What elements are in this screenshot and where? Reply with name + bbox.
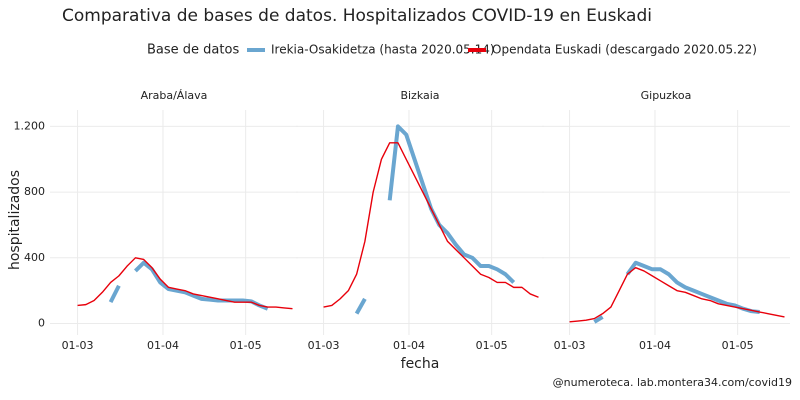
x-tick-label: 01-03 bbox=[308, 339, 340, 352]
panel-title: Araba/Álava bbox=[141, 89, 208, 102]
y-tick-label: 400 bbox=[24, 251, 45, 264]
y-tick-label: 800 bbox=[24, 185, 45, 198]
caption: @numeroteca. lab.montera34.com/covid19 bbox=[553, 376, 792, 389]
x-tick-label: 01-05 bbox=[230, 339, 262, 352]
x-axis-title: fecha bbox=[401, 356, 440, 372]
series-line bbox=[593, 260, 760, 324]
y-axis-title: hospitalizados bbox=[7, 170, 23, 270]
x-tick-label: 01-04 bbox=[393, 339, 425, 352]
legend-label: Irekia-Osakidetza (hasta 2020.05.14) bbox=[271, 43, 495, 57]
panel-title: Gipuzkoa bbox=[641, 89, 692, 102]
y-tick-label: 1.200 bbox=[14, 119, 46, 132]
x-tick-label: 01-03 bbox=[554, 339, 586, 352]
x-tick-label: 01-05 bbox=[722, 339, 754, 352]
legend-title: Base de datos bbox=[147, 43, 239, 58]
series-line bbox=[354, 124, 516, 315]
panel-title: Bizkaia bbox=[400, 89, 439, 102]
chart-title: Comparativa de bases de datos. Hospitali… bbox=[62, 6, 652, 26]
series-line bbox=[77, 257, 293, 310]
series-line bbox=[323, 142, 539, 308]
y-tick-label: 0 bbox=[38, 317, 45, 330]
x-tick-label: 01-05 bbox=[476, 339, 508, 352]
x-tick-label: 01-04 bbox=[147, 339, 179, 352]
series-line bbox=[569, 266, 785, 323]
x-tick-label: 01-04 bbox=[639, 339, 671, 352]
series-line bbox=[108, 260, 269, 311]
x-tick-label: 01-03 bbox=[62, 339, 94, 352]
legend-label: Opendata Euskadi (descargado 2020.05.22) bbox=[492, 43, 757, 57]
